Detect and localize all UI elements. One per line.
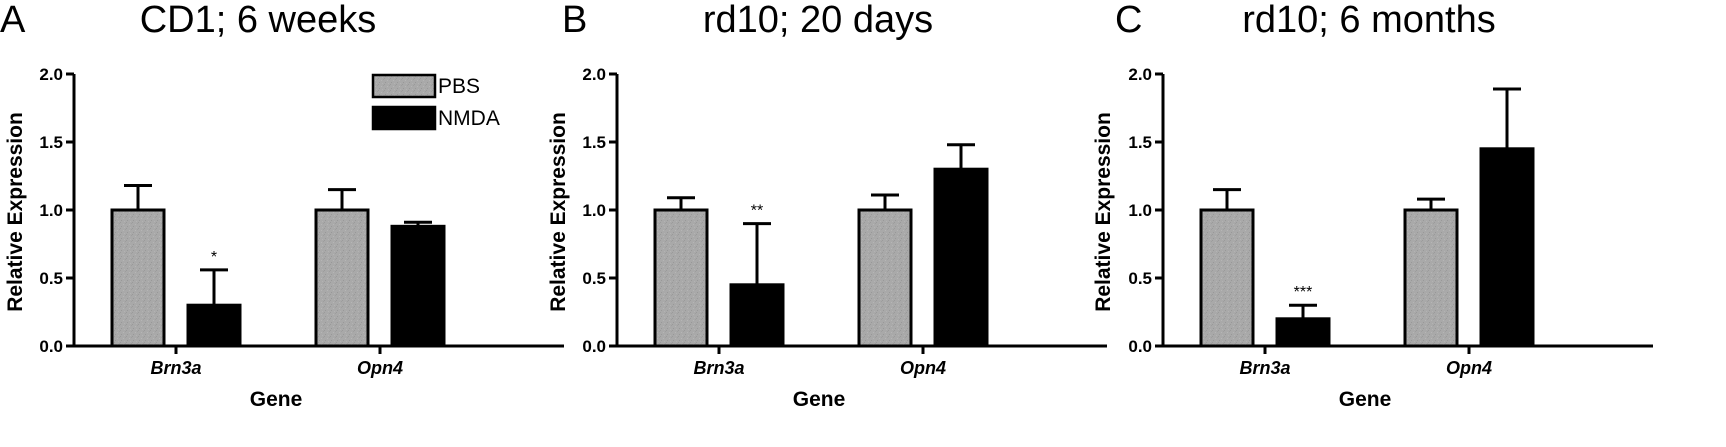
y-tick-label: 0.0 <box>39 337 63 356</box>
bar-nmda-opn4 <box>1479 147 1535 348</box>
x-axis-title: Gene <box>793 388 846 411</box>
x-tick-label: Brn3a <box>693 358 744 378</box>
bar-nmda-opn4 <box>933 167 989 348</box>
panel-letter: C <box>1115 0 1142 41</box>
chart-title: rd10; 20 days <box>703 0 933 41</box>
y-tick-label: 0.5 <box>1128 269 1152 288</box>
chart-panel-a: A CD1; 6 weeks 0.0 0.5 1.0 1.5 2.0 Brn3a Opn4 Gen… <box>0 0 564 411</box>
y-tick-label: 1.5 <box>39 133 63 152</box>
y-tick-label: 1.0 <box>39 201 63 220</box>
x-tick-label: Brn3a <box>1239 358 1290 378</box>
bar-pbs-opn4 <box>314 208 370 348</box>
y-tick-label: 1.0 <box>1128 201 1152 220</box>
y-tick-label: 0.5 <box>39 269 63 288</box>
bar-nmda-brn3a <box>186 303 242 348</box>
x-tick-label: Opn4 <box>1446 358 1492 378</box>
bar-pbs-opn4 <box>1403 208 1459 348</box>
panel-letter: B <box>562 0 587 41</box>
legend: PBS NMDA <box>371 73 500 131</box>
x-tick-label: Brn3a <box>150 358 201 378</box>
bar-pbs-opn4 <box>857 208 913 348</box>
x-tick-label: Opn4 <box>900 358 946 378</box>
bar-pbs-brn3a <box>1199 208 1255 348</box>
significance-marker: ** <box>751 203 763 220</box>
y-axis-title: Relative Expression <box>4 112 27 312</box>
legend-swatch-nmda <box>371 105 437 131</box>
legend-label-nmda: NMDA <box>438 107 500 130</box>
bar-nmda-brn3a <box>1275 317 1331 348</box>
legend-swatch-pbs <box>371 73 437 99</box>
legend-label-pbs: PBS <box>438 75 480 98</box>
significance-marker: *** <box>1294 284 1313 301</box>
bar-nmda-opn4 <box>390 224 446 348</box>
x-tick-label: Opn4 <box>357 358 403 378</box>
y-tick-label: 0.0 <box>1128 337 1152 356</box>
y-tick-label: 0.5 <box>582 269 606 288</box>
bar-nmda-brn3a <box>729 283 785 348</box>
y-tick-label: 2.0 <box>1128 65 1152 84</box>
chart-title: CD1; 6 weeks <box>140 0 377 41</box>
y-tick-label: 2.0 <box>582 65 606 84</box>
y-tick-label: 0.0 <box>582 337 606 356</box>
panels: A CD1; 6 weeks 0.0 0.5 1.0 1.5 2.0 Brn3a Opn4 Gen… <box>0 0 1653 411</box>
y-tick-label: 1.5 <box>1128 133 1152 152</box>
chart-title: rd10; 6 months <box>1242 0 1495 41</box>
y-axis-title: Relative Expression <box>547 112 570 312</box>
panel-letter: A <box>0 0 26 41</box>
y-tick-label: 2.0 <box>39 65 63 84</box>
y-axis-title: Relative Expression <box>1092 112 1115 312</box>
x-axis-title: Gene <box>250 388 303 411</box>
y-tick-label: 1.0 <box>582 201 606 220</box>
bar-pbs-brn3a <box>653 208 709 348</box>
bar-pbs-brn3a <box>110 208 166 348</box>
significance-marker: * <box>211 249 217 266</box>
y-tick-label: 1.5 <box>582 133 606 152</box>
x-axis-title: Gene <box>1339 388 1392 411</box>
